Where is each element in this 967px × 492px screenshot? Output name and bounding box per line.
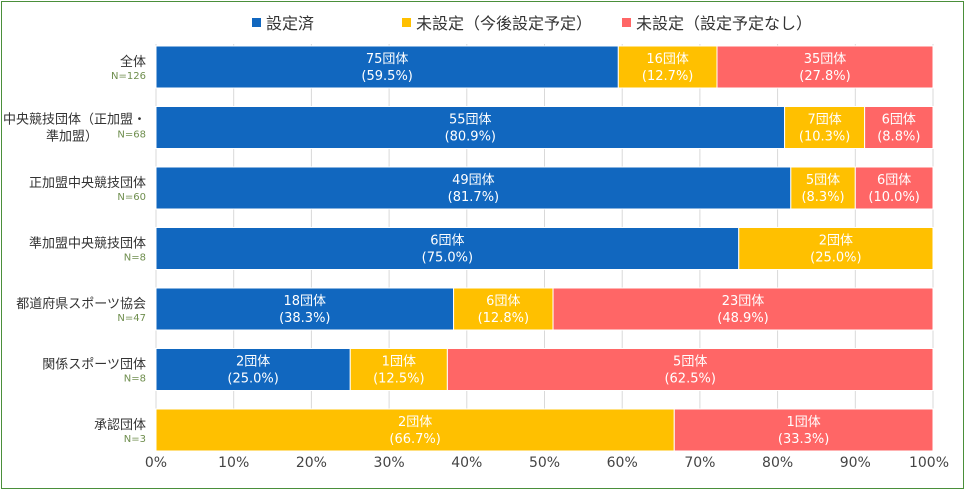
bar-segment	[784, 106, 866, 149]
bar-segment	[673, 408, 934, 452]
x-tick-label: 100%	[909, 455, 949, 471]
bar-count-label: 6団体	[430, 234, 464, 249]
bar-percent-label: (48.9%)	[717, 311, 768, 326]
category-label: 全体	[120, 54, 146, 70]
bar-percent-label: (25.0%)	[810, 251, 861, 266]
bar-percent-label: (27.8%)	[799, 69, 850, 84]
bar-segment	[349, 348, 448, 391]
bar-count-label: 6団体	[486, 294, 520, 309]
bar-percent-label: (12.8%)	[478, 311, 529, 326]
legend-item: 設定済	[252, 10, 314, 34]
x-tick-label: 40%	[451, 455, 482, 471]
x-tick-label: 80%	[762, 455, 793, 471]
bar-segment	[155, 227, 740, 270]
bar-count-label: 2団体	[236, 355, 270, 370]
legend-item: 未設定（今後設定予定）	[402, 10, 592, 34]
bar-count-label: 75団体	[366, 52, 409, 67]
category-label: 承認団体	[94, 417, 146, 433]
bar-percent-label: (25.0%)	[227, 372, 278, 387]
bar-percent-label: (59.5%)	[361, 69, 412, 84]
bar-segment	[155, 408, 675, 452]
bar-count-label: 6団体	[882, 113, 916, 128]
category-label-line2: 準加盟）	[46, 129, 98, 145]
legend-item: 未設定（設定予定なし）	[622, 10, 812, 34]
bar-count-label: 16団体	[646, 52, 689, 67]
legend: 設定済 未設定（今後設定予定） 未設定（設定予定なし）	[0, 10, 967, 34]
x-tick-label: 0%	[145, 455, 167, 471]
legend-label: 未設定（設定予定なし）	[636, 14, 813, 33]
legend-label: 未設定（今後設定予定）	[416, 14, 593, 33]
bar-count-label: 35団体	[804, 52, 847, 67]
bar-segment	[854, 166, 934, 210]
bar-percent-label: (38.3%)	[279, 311, 330, 326]
bar-percent-label: (8.8%)	[877, 130, 920, 145]
legend-swatch	[402, 17, 411, 27]
bar-segment	[155, 348, 351, 391]
bar-count-label: 2団体	[819, 234, 853, 249]
category-label: 都道府県スポーツ協会	[16, 297, 146, 312]
category-n-label: N=60	[117, 192, 146, 203]
bar-segment	[716, 45, 934, 89]
bar-count-label: 18団体	[284, 294, 327, 309]
category-n-label: N=8	[124, 374, 146, 385]
x-tick-label: 50%	[529, 455, 560, 471]
bar-segment	[155, 166, 792, 210]
x-tick-label: 70%	[684, 455, 715, 471]
category-n-label: N=126	[111, 71, 146, 82]
bar-count-label: 1団体	[786, 415, 820, 430]
bar-percent-label: (8.3%)	[801, 190, 844, 205]
bar-count-label: 55団体	[449, 113, 492, 128]
category-n-label: N=8	[124, 253, 146, 264]
bar-percent-label: (80.9%)	[445, 130, 496, 145]
x-tick-label: 20%	[296, 455, 327, 471]
bar-percent-label: (33.3%)	[778, 432, 829, 447]
bar-count-label: 5団体	[806, 173, 840, 188]
category-label: 関係スポーツ団体	[42, 358, 146, 373]
category-label: 中央競技団体（正加盟・	[3, 113, 146, 128]
bar-segment	[446, 348, 934, 391]
bar-percent-label: (10.3%)	[799, 130, 850, 145]
category-label: 正加盟中央競技団体	[29, 176, 146, 191]
legend-swatch	[252, 17, 261, 27]
bar-count-label: 2団体	[398, 415, 432, 430]
bar-count-label: 1団体	[382, 355, 416, 370]
bar-segment	[790, 166, 856, 210]
bar-count-label: 23団体	[722, 294, 765, 309]
bar-segment	[155, 45, 619, 89]
bar-count-label: 5団体	[673, 355, 707, 370]
bar-percent-label: (66.7%)	[389, 432, 440, 447]
x-tick-label: 10%	[218, 455, 249, 471]
bar-percent-label: (62.5%)	[664, 372, 715, 387]
bar-percent-label: (81.7%)	[448, 190, 499, 205]
bar-segment	[552, 287, 934, 331]
category-label: 準加盟中央競技団体	[29, 236, 146, 252]
bar-count-label: 7団体	[807, 113, 841, 128]
bar-percent-label: (12.5%)	[373, 372, 424, 387]
bar-segment	[738, 227, 934, 270]
legend-swatch	[622, 17, 631, 27]
x-tick-label: 90%	[840, 455, 871, 471]
x-tick-label: 60%	[607, 455, 638, 471]
bar-percent-label: (12.7%)	[642, 69, 693, 84]
bar-segment	[864, 106, 934, 149]
bar-percent-label: (10.0%)	[868, 190, 919, 205]
x-tick-label: 30%	[374, 455, 405, 471]
category-n-label: N=47	[117, 313, 146, 324]
bar-count-label: 49団体	[452, 173, 495, 188]
legend-label: 設定済	[266, 14, 315, 33]
bar-count-label: 6団体	[877, 173, 911, 188]
bar-percent-label: (75.0%)	[422, 251, 473, 266]
category-n-label: N=3	[124, 434, 146, 445]
bar-segment	[617, 45, 718, 89]
category-n-label: N=68	[117, 130, 146, 141]
